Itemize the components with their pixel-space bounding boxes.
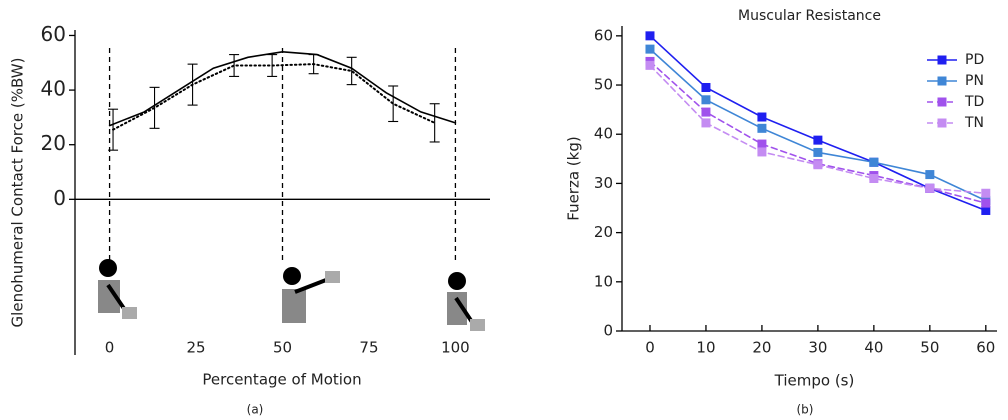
x-tick-label: 0 (645, 339, 655, 357)
chart-title: Muscular Resistance (738, 8, 881, 24)
x-tick-label: 40 (864, 339, 883, 357)
y-tick-label: 0 (603, 322, 613, 340)
series-line (108, 51, 457, 127)
caption: (a) (247, 403, 264, 417)
series-line (112, 63, 436, 131)
marker (813, 135, 823, 145)
x-tick-label: 75 (359, 339, 378, 357)
x-tick-label: 20 (752, 339, 771, 357)
x-tick-label: 50 (273, 339, 292, 357)
marker (981, 205, 991, 215)
legend-label: PN (965, 73, 984, 89)
legend-label: TD (964, 94, 984, 110)
marker (701, 107, 711, 117)
x-axis-label: Percentage of Motion (202, 371, 361, 389)
y-tick-label: 30 (594, 174, 613, 192)
legend-label: TN (964, 115, 984, 131)
x-tick-label: 10 (696, 339, 715, 357)
posture-icon (98, 259, 137, 319)
x-tick-label: 30 (808, 339, 827, 357)
x-tick-label: 60 (976, 339, 995, 357)
marker (757, 112, 767, 122)
y-axis-label: Fuerza (kg) (565, 136, 583, 220)
y-tick-label: 60 (41, 22, 66, 46)
marker (701, 95, 711, 105)
marker (813, 160, 823, 170)
x-tick-label: 100 (441, 339, 470, 357)
y-tick-label: 0 (53, 186, 66, 210)
marker (757, 123, 767, 133)
marker (701, 82, 711, 92)
error-bar (429, 103, 440, 143)
series-line (649, 48, 987, 202)
error-bar (346, 56, 357, 86)
series-line (649, 35, 987, 212)
error-bar (187, 63, 198, 106)
y-tick-label: 40 (41, 77, 66, 101)
legend-marker (937, 55, 947, 65)
posture-icon (447, 272, 485, 331)
error-bar (308, 54, 319, 75)
y-tick-label: 40 (594, 125, 613, 143)
error-bar (229, 54, 240, 77)
marker (757, 147, 767, 157)
x-tick-label: 25 (186, 339, 205, 357)
y-axis-label: Glenohumeral Contact Force (%BW) (9, 58, 27, 328)
x-tick-label: 50 (920, 339, 939, 357)
error-bar (108, 108, 119, 151)
series-line (649, 64, 987, 195)
posture-icon (282, 267, 340, 323)
y-tick-label: 10 (594, 272, 613, 290)
y-tick-label: 20 (41, 131, 66, 155)
error-bar (149, 86, 160, 129)
marker (645, 31, 655, 41)
marker (925, 170, 935, 180)
marker (981, 198, 991, 208)
marker (981, 188, 991, 198)
marker (869, 174, 879, 183)
marker (869, 157, 879, 167)
y-tick-label: 50 (594, 76, 613, 94)
x-axis-label: Tiempo (s) (774, 372, 855, 390)
legend-marker (937, 118, 947, 128)
marker (757, 139, 767, 149)
legend-marker (937, 76, 947, 86)
error-bar (388, 85, 399, 123)
caption: (b) (797, 403, 814, 417)
error-bar (267, 54, 278, 77)
x-tick-label: 0 (105, 339, 115, 357)
y-tick-label: 20 (594, 223, 613, 241)
marker (925, 183, 935, 193)
marker (645, 60, 655, 70)
y-tick-label: 60 (594, 26, 613, 44)
legend-label: PD (965, 52, 984, 68)
marker (645, 44, 655, 54)
marker (701, 118, 711, 128)
legend-marker (937, 97, 947, 107)
marker (813, 147, 823, 157)
